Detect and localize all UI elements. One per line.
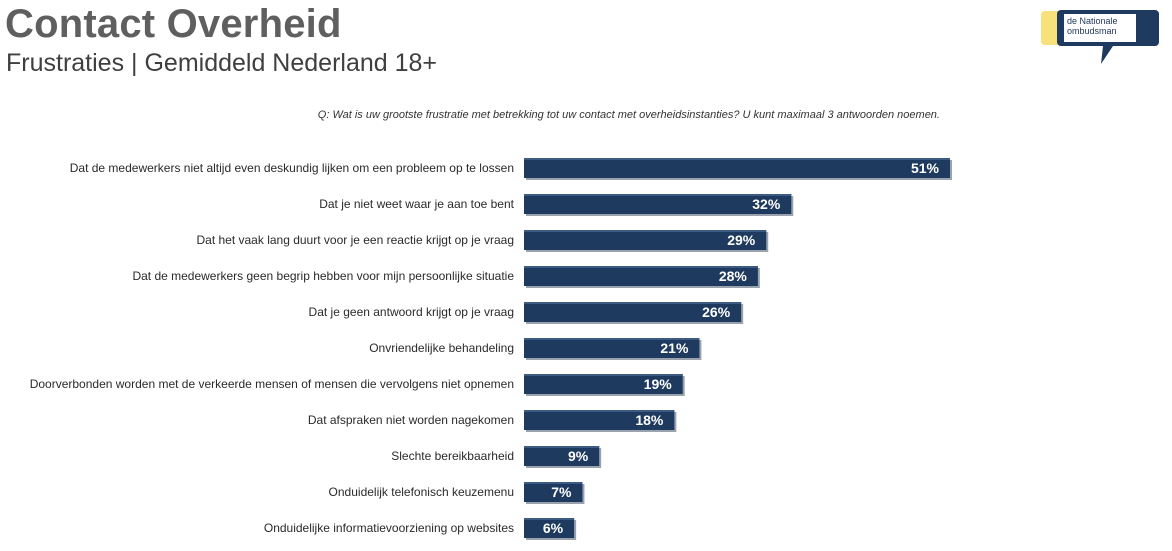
bar xyxy=(524,518,575,538)
bar-highlight xyxy=(524,518,575,520)
bar-group: Onduidelijk telefonisch keuzemenu 7% xyxy=(329,482,585,504)
bar xyxy=(524,374,683,394)
bar xyxy=(524,338,700,358)
value-label: 21% xyxy=(660,340,689,356)
bar xyxy=(524,230,767,250)
value-label: 32% xyxy=(752,196,781,212)
bar xyxy=(524,410,675,430)
bar-group: Dat je niet weet waar je aan toe bent 32% xyxy=(319,194,794,216)
category-label: Onduidelijke informatievoorziening op we… xyxy=(264,521,514,535)
bar-group: Onvriendelijke behandeling 21% xyxy=(369,338,702,360)
bar-group: Dat afspraken niet worden nagekomen 18% xyxy=(308,410,677,432)
page-title: Contact Overheid xyxy=(5,2,342,46)
bar-highlight xyxy=(524,194,792,196)
bar-highlight xyxy=(524,302,742,304)
category-label: Onduidelijk telefonisch keuzemenu xyxy=(329,485,514,499)
category-label: Dat je geen antwoord krijgt op je vraag xyxy=(309,305,514,319)
bar-highlight xyxy=(524,158,950,160)
bar-highlight xyxy=(524,230,767,232)
bar xyxy=(524,446,600,466)
value-label: 29% xyxy=(727,232,756,248)
bar-highlight xyxy=(524,410,675,412)
category-label: Doorverbonden worden met de verkeerde me… xyxy=(30,377,514,391)
logo-graphic xyxy=(1041,10,1159,64)
bar-group: Dat de medewerkers niet altijd even desk… xyxy=(70,158,952,180)
logo-line-1: de Nationale xyxy=(1067,16,1118,26)
bar-group: Dat de medewerkers geen begrip hebben vo… xyxy=(132,266,760,288)
category-label: Onvriendelijke behandeling xyxy=(369,341,514,355)
bar xyxy=(524,482,583,502)
logo-text-panel xyxy=(1064,14,1136,42)
bar xyxy=(524,194,792,214)
bar-highlight xyxy=(524,266,758,268)
bar-group: Doorverbonden worden met de verkeerde me… xyxy=(30,374,685,396)
value-label: 26% xyxy=(702,304,731,320)
value-label: 7% xyxy=(551,484,572,500)
category-label: Dat je niet weet waar je aan toe bent xyxy=(319,197,514,211)
value-label: 6% xyxy=(543,520,564,536)
survey-question: Q: Wat is uw grootste frustratie met bet… xyxy=(317,109,940,121)
bar xyxy=(524,266,758,286)
logo-line-2: ombudsman xyxy=(1067,26,1117,36)
ombudsman-logo: de Nationale ombudsman xyxy=(1035,8,1163,70)
page-subtitle: Frustraties | Gemiddeld Nederland 18+ xyxy=(6,49,438,77)
category-label: Slechte bereikbaarheid xyxy=(391,449,514,463)
bar-group: Dat je geen antwoord krijgt op je vraag 2… xyxy=(309,302,744,324)
value-label: 51% xyxy=(911,160,940,176)
logo-text: de Nationale ombudsman xyxy=(1067,16,1137,36)
value-label: 18% xyxy=(635,412,664,428)
category-label: Dat het vaak lang duurt voor je een reac… xyxy=(196,233,514,247)
category-label: Dat de medewerkers geen begrip hebben vo… xyxy=(132,269,514,283)
value-label: 28% xyxy=(719,268,748,284)
bar-group: Slechte bereikbaarheid 9% xyxy=(391,446,602,468)
bar-group: Onduidelijke informatievoorziening op we… xyxy=(264,518,577,540)
bar-group: Dat het vaak lang duurt voor je een reac… xyxy=(196,230,769,252)
bar-highlight xyxy=(524,446,600,448)
category-label: Dat afspraken niet worden nagekomen xyxy=(308,413,514,427)
value-label: 19% xyxy=(644,376,673,392)
value-label: 9% xyxy=(568,448,589,464)
category-label: Dat de medewerkers niet altijd even desk… xyxy=(70,161,514,175)
bar-highlight xyxy=(524,482,583,484)
bar-highlight xyxy=(524,374,683,376)
bar xyxy=(524,302,742,322)
bar xyxy=(524,158,950,178)
bar-highlight xyxy=(524,338,700,340)
